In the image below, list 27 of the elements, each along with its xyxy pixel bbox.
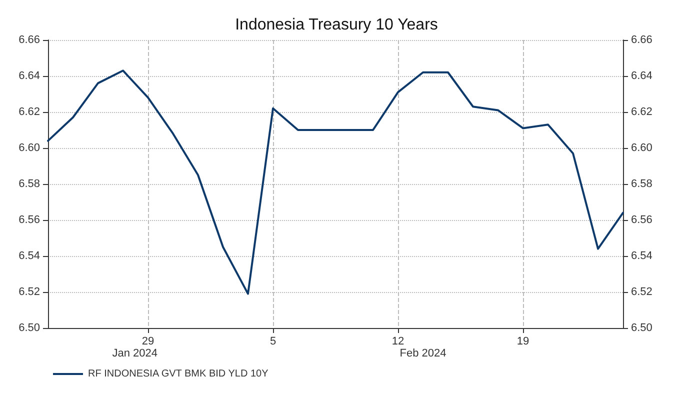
- y2-tick-label: 6.52: [631, 286, 652, 298]
- x-tick-label: 19: [516, 336, 530, 348]
- y2-tick-label: 6.54: [631, 250, 652, 262]
- y-tick-label: 6.60: [18, 142, 40, 154]
- y2-tick-label: 6.64: [631, 70, 652, 82]
- text: Feb 2024: [400, 348, 446, 360]
- y-tick-label: 6.50: [18, 322, 40, 334]
- y-tick-label: 6.58: [18, 178, 40, 190]
- y-tick-label: 6.64: [18, 70, 40, 82]
- y2-tick-label: 6.56: [631, 214, 652, 226]
- y-tick-label: 6.54: [18, 250, 40, 262]
- text: Jan 2024: [112, 348, 158, 360]
- y-tick-label: 6.66: [18, 34, 40, 46]
- y-tick-label: 6.52: [18, 286, 40, 298]
- line-series: [47, 70, 624, 295]
- y2-tick-label: 6.60: [631, 142, 652, 154]
- chart-title: Indonesia Treasury 10 Years: [235, 16, 438, 34]
- y2-tick-label: 6.62: [631, 106, 652, 118]
- y-tick-label: 6.62: [18, 106, 40, 118]
- x-tick-label: 12: [392, 336, 404, 348]
- y2-tick-label: 6.58: [631, 178, 652, 190]
- y-tick-label: 6.56: [18, 214, 40, 226]
- legend-label: RF INDONESIA GVT BMK BID YLD 10Y: [88, 368, 269, 380]
- x-tick-label: 29: [142, 336, 154, 348]
- y2-tick-label: 6.50: [631, 322, 652, 334]
- y2-tick-label: 6.66: [631, 34, 652, 46]
- x-tick-label: 5: [270, 336, 276, 348]
